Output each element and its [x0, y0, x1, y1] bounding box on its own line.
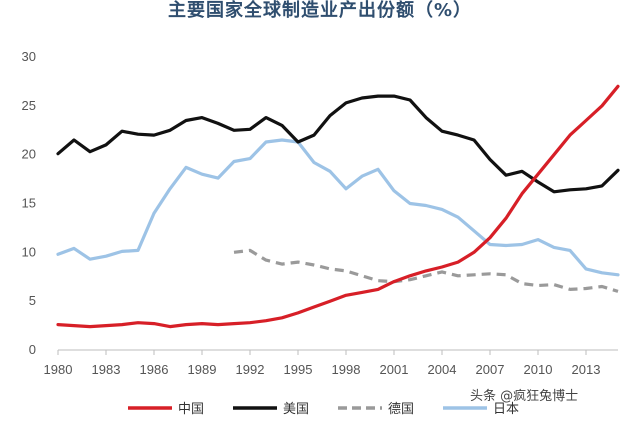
y-tick-label: 15 [22, 196, 36, 211]
x-tick-label: 1983 [92, 362, 121, 377]
x-tick-label: 2004 [428, 362, 457, 377]
x-tick-label: 1980 [44, 362, 73, 377]
legend-label-中国: 中国 [178, 402, 204, 417]
legend-label-美国: 美国 [283, 402, 309, 417]
x-tick-label: 1989 [188, 362, 217, 377]
axes: 0 5 10 15 20 25 30 1980 1983 1986 1989 1992 1995 1998… [22, 49, 618, 377]
x-tick-label: 1998 [332, 362, 361, 377]
series-lines [56, 84, 620, 329]
y-tick-label: 30 [22, 49, 36, 64]
series-line-德国 [233, 248, 619, 293]
x-tick-label: 2007 [476, 362, 505, 377]
x-tick-label: 2010 [524, 362, 553, 377]
x-tick-label: 1986 [140, 362, 169, 377]
legend: 中国 美国 德国 日本 [128, 402, 519, 417]
y-tick-label: 10 [22, 244, 36, 259]
x-tick-label: 2013 [572, 362, 601, 377]
series-line-日本 [56, 138, 620, 277]
series-line-中国 [56, 84, 620, 329]
chart-title: 主要国家全球制造业产出份额（%） [167, 0, 473, 21]
x-tick-label: 1992 [236, 362, 265, 377]
y-tick-label: 0 [29, 342, 36, 357]
y-tick-label: 20 [22, 147, 36, 162]
watermark: 头条 @疯狂兔博士 [470, 388, 578, 404]
series-line-美国 [56, 94, 620, 194]
y-tick-label: 5 [29, 293, 36, 308]
y-tick-label: 25 [22, 98, 36, 113]
legend-label-德国: 德国 [388, 402, 414, 417]
legend-label-日本: 日本 [493, 402, 519, 417]
x-tick-label: 2001 [380, 362, 409, 377]
x-tick-label: 1995 [284, 362, 313, 377]
